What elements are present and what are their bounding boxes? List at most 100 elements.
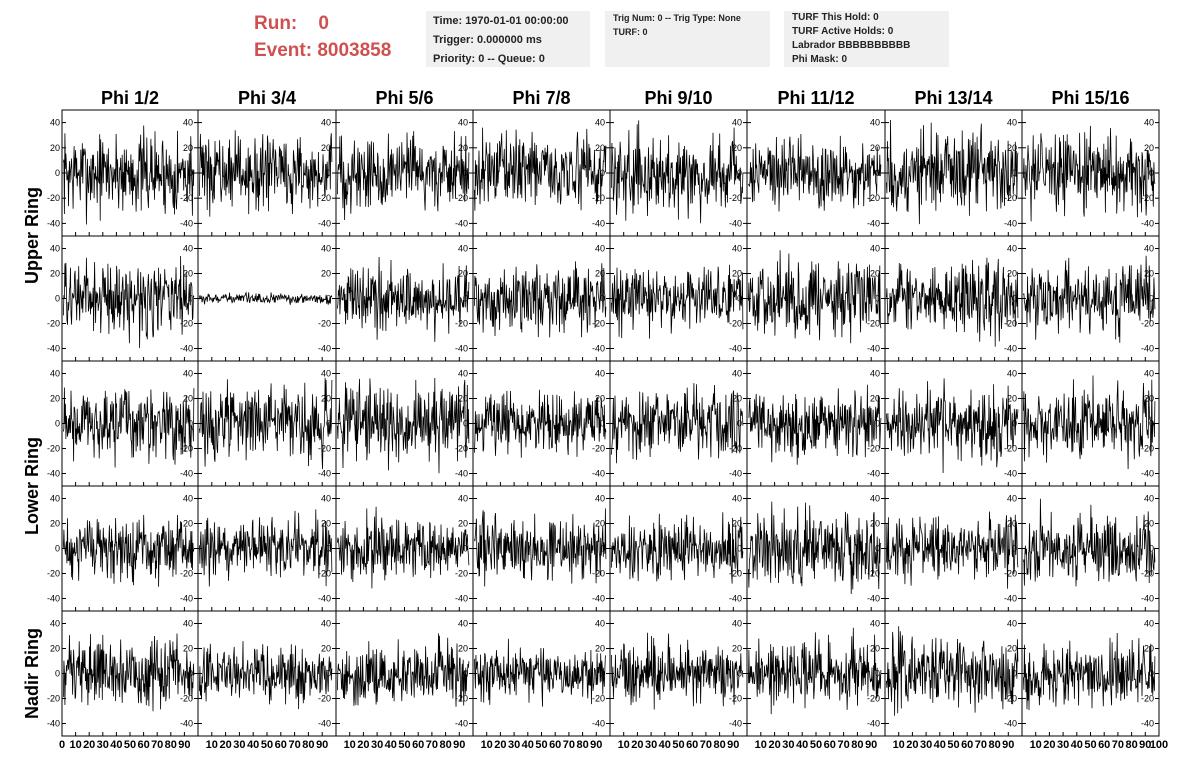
y-tick-label: 0: [737, 669, 742, 679]
y-tick-label: 0: [1149, 544, 1154, 554]
y-tick-label: 20: [732, 519, 742, 529]
x-tick-label: 50: [124, 739, 136, 751]
waveform-trace: [63, 387, 195, 468]
y-tick-label: -20: [455, 569, 468, 579]
column-header: Phi 1/2: [101, 88, 159, 108]
x-tick-label: 60: [686, 739, 698, 751]
y-tick-label: -20: [867, 444, 880, 454]
x-tick-label: 40: [796, 739, 808, 751]
x-tick-label: 90: [316, 739, 328, 751]
y-tick-label: 40: [870, 494, 880, 504]
y-tick-label: -20: [1141, 694, 1154, 704]
x-tick-label: 30: [782, 739, 794, 751]
y-tick-label: -20: [455, 319, 468, 329]
y-tick-label: 20: [50, 519, 60, 529]
y-tick-label: -40: [1004, 469, 1017, 479]
y-tick-label: -40: [1141, 218, 1154, 228]
y-tick-label: -20: [1004, 444, 1017, 454]
y-tick-label: 20: [870, 394, 880, 404]
y-tick-label: -20: [180, 444, 193, 454]
y-tick-label: -40: [867, 344, 880, 354]
y-tick-label: 20: [183, 143, 193, 153]
y-tick-label: 40: [1144, 118, 1154, 128]
x-tick-label: 90: [865, 739, 877, 751]
waveform-trace: [63, 255, 195, 349]
y-tick-label: 0: [55, 168, 60, 178]
x-tick-label: 70: [151, 739, 163, 751]
y-tick-label: -40: [455, 719, 468, 729]
y-tick-label: -40: [729, 594, 742, 604]
y-tick-label: -20: [1004, 319, 1017, 329]
waveform-trace: [474, 389, 607, 458]
y-tick-label: -20: [867, 569, 880, 579]
waveform-trace: [474, 127, 607, 211]
y-tick-label: 0: [55, 669, 60, 679]
y-tick-label: -20: [318, 569, 331, 579]
y-tick-label: 40: [50, 118, 60, 128]
y-tick-label: 40: [870, 369, 880, 379]
y-tick-label: 20: [1007, 394, 1017, 404]
y-tick-label: 40: [1144, 494, 1154, 504]
y-tick-label: 0: [600, 419, 605, 429]
y-tick-label: -40: [180, 218, 193, 228]
y-tick-label: 40: [870, 118, 880, 128]
y-tick-label: 20: [1007, 143, 1017, 153]
y-tick-label: -20: [1004, 694, 1017, 704]
waveform-trace: [886, 378, 1019, 474]
time-info-box: Time: 1970-01-01 00:00:00 Trigger: 0.000…: [426, 11, 590, 67]
x-tick-label: 50: [535, 739, 547, 751]
y-tick-label: 0: [875, 419, 880, 429]
y-tick-label: -20: [47, 444, 60, 454]
y-tick-label: -40: [729, 469, 742, 479]
y-tick-label: -40: [867, 469, 880, 479]
y-tick-label: -20: [180, 694, 193, 704]
x-tick-label: 50: [1084, 739, 1096, 751]
y-tick-label: -20: [592, 444, 605, 454]
y-tick-label: 20: [50, 394, 60, 404]
x-tick-label: 70: [563, 739, 575, 751]
y-tick-label: -40: [180, 594, 193, 604]
x-tick-label: 70: [975, 739, 987, 751]
y-tick-label: 40: [50, 619, 60, 629]
y-tick-label: -40: [1141, 344, 1154, 354]
x-tick-label: 40: [659, 739, 671, 751]
waveform-trace: [611, 512, 744, 584]
x-tick-label: 60: [1098, 739, 1110, 751]
x-tick-label: 80: [851, 739, 863, 751]
y-tick-label: 20: [732, 269, 742, 279]
x-tick-label: 80: [713, 739, 725, 751]
waveform-trace: [474, 261, 607, 338]
y-tick-label: -40: [1141, 594, 1154, 604]
y-tick-label: 40: [1144, 244, 1154, 254]
y-tick-label: -20: [318, 319, 331, 329]
y-tick-label: 20: [321, 143, 331, 153]
y-tick-label: 40: [321, 494, 331, 504]
y-tick-label: -40: [455, 218, 468, 228]
y-tick-label: -40: [47, 719, 60, 729]
waveform-trace: [63, 514, 195, 587]
x-tick-label: 50: [261, 739, 273, 751]
y-tick-label: 40: [183, 619, 193, 629]
y-tick-label: 40: [870, 244, 880, 254]
y-tick-label: 40: [1144, 619, 1154, 629]
y-tick-label: 40: [595, 244, 605, 254]
x-tick-label: 60: [549, 739, 561, 751]
x-tick-label: 10: [344, 739, 356, 751]
y-tick-label: -40: [318, 344, 331, 354]
x-tick-label: 10: [206, 739, 218, 751]
y-tick-label: 40: [321, 369, 331, 379]
y-tick-label: 0: [737, 419, 742, 429]
waveform-trace: [1023, 632, 1156, 711]
y-tick-label: 40: [183, 244, 193, 254]
y-tick-label: 20: [183, 644, 193, 654]
x-tick-label: 60: [824, 739, 836, 751]
